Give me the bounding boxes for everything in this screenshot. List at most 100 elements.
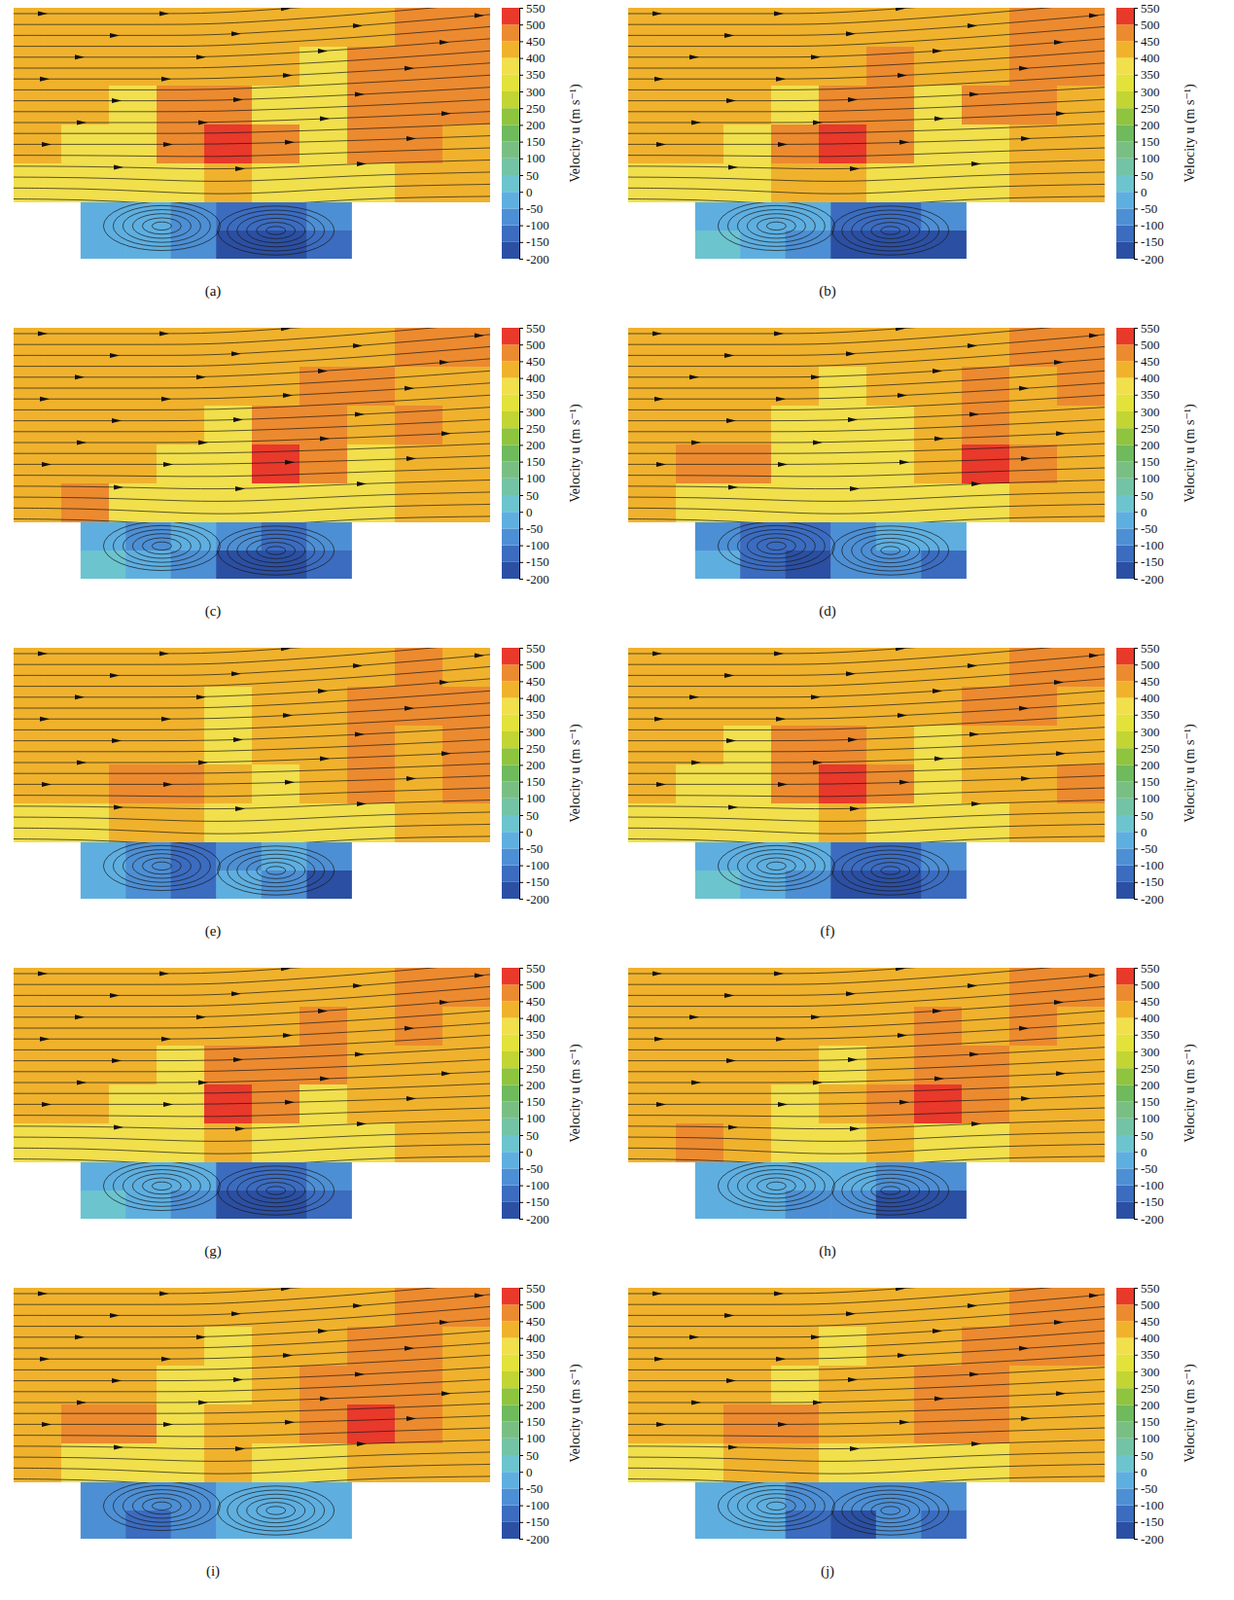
velocity-cell bbox=[261, 1162, 308, 1192]
tick-label: 300 bbox=[1140, 404, 1161, 420]
velocity-cell bbox=[675, 1326, 725, 1367]
colorbar-bin bbox=[1116, 1118, 1134, 1135]
streamline-arrow bbox=[810, 694, 821, 700]
streamline bbox=[13, 50, 491, 69]
colorbar-bin bbox=[501, 1101, 520, 1119]
tick-mark bbox=[519, 1404, 524, 1406]
streamline-arrow bbox=[196, 1014, 207, 1020]
tick-mark bbox=[1133, 1505, 1138, 1507]
colorbar-bin bbox=[501, 747, 520, 765]
velocity-cell bbox=[1009, 163, 1058, 203]
streamline bbox=[628, 327, 1105, 334]
tick-mark bbox=[1133, 461, 1138, 463]
velocity-cell bbox=[347, 967, 396, 1008]
tick-mark bbox=[519, 478, 524, 480]
tick: -50 bbox=[1133, 1480, 1158, 1496]
tick-mark bbox=[1133, 1201, 1138, 1203]
velocity-cell bbox=[914, 686, 963, 727]
streamline-arrow bbox=[233, 737, 244, 742]
velocity-cell bbox=[771, 1045, 820, 1086]
streamline-arrow bbox=[847, 737, 858, 742]
velocity-cell bbox=[347, 163, 396, 203]
figure: -200-150-100-500501001502002503003504004… bbox=[0, 0, 1234, 1600]
streamline bbox=[628, 1143, 1105, 1154]
tick: 500 bbox=[1133, 17, 1161, 33]
colorbar-bin bbox=[501, 1034, 520, 1052]
velocity-cell bbox=[1057, 725, 1105, 766]
colorbar-bin bbox=[501, 545, 520, 563]
streamline bbox=[13, 986, 491, 1006]
tick-mark bbox=[519, 208, 524, 210]
streamline-arrow bbox=[932, 368, 943, 374]
velocity-cell bbox=[156, 1123, 206, 1163]
velocity-cell bbox=[156, 1006, 206, 1047]
tick: 300 bbox=[519, 1044, 546, 1059]
velocity-cell bbox=[771, 366, 820, 407]
streamline bbox=[13, 1463, 491, 1474]
tick-mark bbox=[1133, 1538, 1138, 1540]
streamline-arrow bbox=[474, 1292, 485, 1298]
colorbar-axis: -200-150-100-500501001502002503003504004… bbox=[1133, 0, 1164, 267]
streamline bbox=[13, 1476, 491, 1482]
streamline-arrow bbox=[406, 136, 417, 142]
velocity-cell bbox=[347, 483, 396, 523]
velocity-cell bbox=[628, 483, 677, 523]
streamline-arrow bbox=[76, 1400, 87, 1406]
tick-mark bbox=[1133, 478, 1138, 480]
vortex-streamline bbox=[246, 857, 306, 882]
vortex-streamline bbox=[132, 1493, 191, 1518]
colorbar bbox=[501, 967, 520, 1219]
streamline bbox=[13, 1083, 491, 1093]
velocity-cell bbox=[61, 163, 110, 203]
streamline-arrow bbox=[728, 484, 739, 490]
streamline bbox=[628, 1071, 1105, 1083]
tick-label: 0 bbox=[526, 1464, 533, 1480]
colorbar-bin bbox=[501, 764, 520, 781]
panel-label: (j) bbox=[820, 1562, 835, 1580]
streamline bbox=[13, 1047, 491, 1061]
streamline-arrow bbox=[724, 992, 735, 998]
streamline bbox=[13, 383, 491, 399]
panel: -200-150-100-500501001502002503003504004… bbox=[13, 630, 584, 940]
velocity-cell bbox=[723, 1006, 773, 1047]
tick: -50 bbox=[519, 1161, 543, 1176]
tick: 0 bbox=[519, 184, 533, 200]
colorbar-bin bbox=[501, 1487, 520, 1505]
tick-label: 550 bbox=[526, 640, 546, 656]
tick-mark bbox=[1133, 1287, 1138, 1289]
vortex-streamline bbox=[766, 1501, 786, 1510]
tick-mark bbox=[519, 1151, 524, 1153]
streamline-arrow bbox=[777, 141, 788, 147]
velocity-cell bbox=[108, 1045, 158, 1086]
velocity-cell bbox=[156, 163, 206, 203]
streamline-arrow bbox=[726, 418, 737, 424]
tick-label: 350 bbox=[526, 67, 546, 82]
tick: -200 bbox=[519, 1211, 550, 1227]
tick-label: 400 bbox=[526, 50, 546, 66]
tick-mark bbox=[519, 831, 524, 833]
colorbar-bin bbox=[1116, 225, 1134, 243]
colorbar-bin bbox=[1116, 545, 1134, 563]
tick: 250 bbox=[519, 1380, 546, 1396]
tick: 50 bbox=[519, 1128, 539, 1143]
streamline-arrow bbox=[235, 1445, 246, 1451]
tick-mark bbox=[1133, 1354, 1138, 1356]
tick-mark bbox=[1133, 1067, 1138, 1069]
velocity-cell bbox=[251, 85, 301, 126]
tick-mark bbox=[1133, 545, 1138, 547]
colorbar-bin bbox=[501, 1371, 520, 1388]
streamline bbox=[13, 1439, 491, 1448]
streamline-arrow bbox=[849, 1445, 860, 1451]
tick-mark bbox=[1133, 1134, 1138, 1136]
streamline bbox=[628, 172, 1105, 181]
tick-label: -50 bbox=[526, 1480, 543, 1496]
velocity-cell bbox=[785, 1190, 832, 1219]
velocity-cell bbox=[299, 647, 349, 688]
tick-label: 200 bbox=[1140, 437, 1161, 453]
tick-mark bbox=[519, 461, 524, 463]
tick: 350 bbox=[1133, 387, 1161, 402]
vortex-streamline bbox=[122, 1489, 201, 1523]
tick-mark bbox=[519, 698, 524, 700]
streamline bbox=[13, 346, 491, 366]
tick-label: 350 bbox=[526, 1346, 546, 1362]
